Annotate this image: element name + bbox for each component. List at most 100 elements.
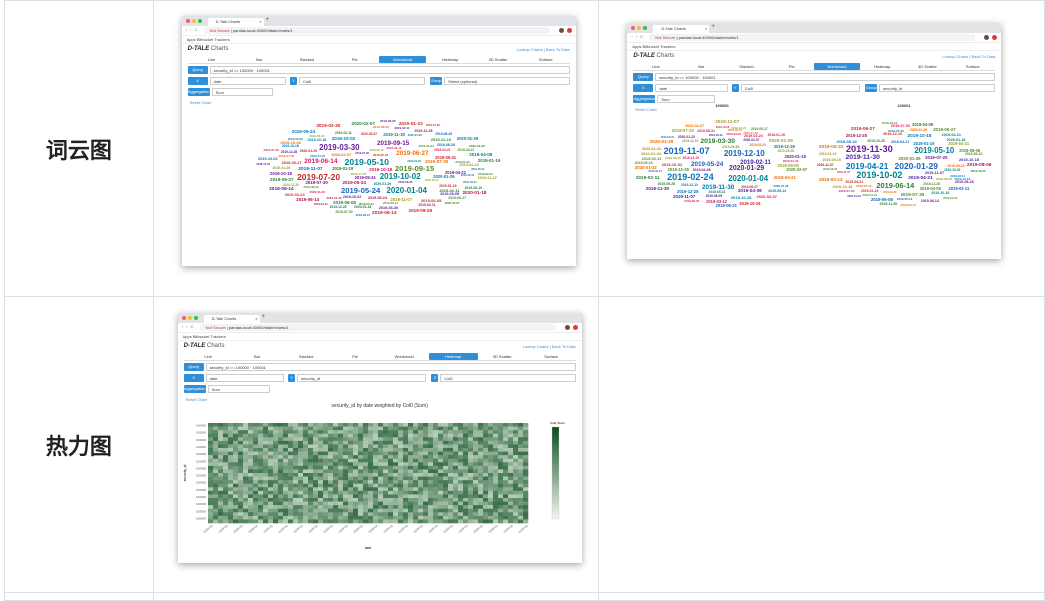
heatmap-cell: [267, 437, 273, 442]
heatmap-cell: [367, 483, 373, 488]
heatmap-cell: [342, 494, 348, 499]
bookmarks-bar[interactable]: Apps Bitbucket Trackers: [177, 333, 582, 341]
heatmap-cell: [297, 430, 303, 435]
x-select[interactable]: date: [655, 84, 728, 92]
header-links[interactable]: Lookup Charts | Back To Data: [942, 54, 996, 59]
chart-tab-3d-scatter[interactable]: 3D Scatter: [917, 64, 937, 69]
chart-tab-3d-scatter[interactable]: 3D Scatter: [488, 57, 508, 62]
chart-tab-stacked[interactable]: Stacked: [299, 57, 315, 62]
chart-tab-bar[interactable]: Bar: [256, 57, 263, 62]
reset-chart-link[interactable]: Reset Chart: [635, 107, 657, 112]
heatmap-cell: [212, 483, 218, 488]
profile-avatar[interactable]: [984, 35, 990, 40]
heatmap-cell: [262, 430, 268, 435]
header-links[interactable]: Lookup Charts | Back To Data: [516, 47, 570, 52]
aggregation-select[interactable]: Sum: [657, 95, 716, 103]
close-icon[interactable]: ×: [255, 316, 258, 321]
y-select[interactable]: security_id: [297, 374, 427, 382]
query-input[interactable]: security_id == 100000 · 100001: [205, 363, 576, 371]
heatmap-cell: [337, 465, 343, 470]
bookmarks-bar[interactable]: Apps Bitbucket Trackers: [181, 36, 576, 44]
profile-avatar[interactable]: [558, 28, 564, 33]
heatmap-cell: [252, 426, 258, 431]
header-links[interactable]: Lookup Charts | Back To Data: [522, 344, 576, 349]
chart-tab-surface[interactable]: Surface: [538, 57, 553, 62]
heatmap-cell: [407, 437, 413, 442]
heatmap-cell: [447, 490, 453, 495]
chart-tab-bar[interactable]: Bar: [698, 64, 705, 69]
nav-buttons[interactable]: ‹ › C: [185, 27, 199, 32]
chart-tab-pie[interactable]: Pie: [351, 57, 358, 62]
heatmap-cell: [387, 458, 393, 463]
chart-tab-pie[interactable]: Pie: [788, 64, 795, 69]
chart-tab-wordcloud[interactable]: Wordcloud: [814, 63, 860, 70]
heatmap-cell: [452, 465, 458, 470]
new-tab-icon[interactable]: +: [711, 24, 715, 30]
browser-tab[interactable]: D-Tale Charts ×: [653, 25, 710, 33]
heatmap-cell: [212, 462, 218, 467]
chart-tab-line[interactable]: Line: [207, 57, 216, 62]
heatmap-cell: [332, 465, 338, 470]
window-zoom-dot[interactable]: [643, 26, 648, 30]
window-close-dot[interactable]: [181, 316, 186, 320]
third-select[interactable]: Select (optional): [444, 77, 570, 85]
chart-tab-surface[interactable]: Surface: [965, 64, 980, 69]
new-tab-icon[interactable]: +: [265, 17, 270, 23]
heatmap-x-tick: 2019-01: [217, 523, 228, 533]
url-input[interactable]: Not Secure | pandas.local:40000/dtale/ch…: [203, 27, 550, 34]
chart-tab-line[interactable]: Line: [204, 354, 212, 359]
query-input[interactable]: security_id == 100000 · 100001: [209, 66, 570, 74]
third-select[interactable]: Col0: [440, 374, 576, 382]
chart-tab-pie[interactable]: Pie: [352, 354, 359, 359]
aggregation-select[interactable]: Sum: [211, 88, 273, 96]
window-close-dot[interactable]: [185, 19, 190, 23]
word: 2019-05-31: [715, 203, 737, 209]
y-select[interactable]: Col0: [740, 84, 861, 92]
window-zoom-dot[interactable]: [197, 19, 202, 23]
heatmap-cell: [322, 505, 328, 510]
close-icon[interactable]: ×: [259, 19, 262, 24]
reset-chart-link[interactable]: Reset Chart: [185, 397, 207, 402]
chart-tab-heatmap[interactable]: Heatmap: [442, 57, 459, 62]
window-zoom-dot[interactable]: [193, 316, 198, 320]
heatmap-cell: [337, 426, 343, 431]
nav-buttons[interactable]: ‹ › C: [631, 34, 645, 39]
browser-tab[interactable]: D-Tale Charts ×: [203, 315, 260, 323]
bookmarks-bar[interactable]: Apps Bitbucket Trackers: [627, 43, 1002, 51]
heatmap-cell: [507, 430, 513, 435]
url-input[interactable]: Not Secure | pandas.local:40000/dtale/ch…: [199, 324, 556, 331]
heatmap-cell: [247, 437, 253, 442]
profile-avatar[interactable]: [564, 325, 570, 330]
extension-icon[interactable]: [572, 325, 578, 330]
close-icon[interactable]: ×: [704, 26, 708, 31]
reset-chart-link[interactable]: Reset Chart: [189, 100, 211, 105]
window-minimize-dot[interactable]: [187, 316, 192, 320]
chart-tab-wordcloud[interactable]: Wordcloud: [378, 56, 427, 63]
chart-tab-stacked[interactable]: Stacked: [298, 354, 314, 359]
window-minimize-dot[interactable]: [637, 26, 642, 30]
chart-tab-wordcloud[interactable]: Wordcloud: [394, 354, 414, 359]
window-minimize-dot[interactable]: [191, 19, 196, 23]
browser-tab[interactable]: D-Tale Charts ×: [207, 18, 264, 26]
x-select[interactable]: date: [209, 77, 287, 85]
extension-icon[interactable]: [992, 35, 998, 40]
chart-tab-stacked[interactable]: Stacked: [739, 64, 754, 69]
chart-tab-surface[interactable]: Surface: [544, 354, 559, 359]
heatmap-cell: [287, 423, 293, 427]
third-select[interactable]: security_id: [879, 84, 996, 92]
query-input[interactable]: security_id == 100000 · 100001: [655, 73, 996, 81]
chart-tab-bar[interactable]: Bar: [254, 354, 261, 359]
x-select[interactable]: date: [205, 374, 285, 382]
chart-tab-heatmap[interactable]: Heatmap: [874, 64, 891, 69]
new-tab-icon[interactable]: +: [261, 314, 266, 320]
chart-tab-heatmap[interactable]: Heatmap: [428, 353, 478, 360]
nav-buttons[interactable]: ‹ › C: [181, 324, 195, 329]
window-close-dot[interactable]: [631, 26, 636, 30]
aggregation-select[interactable]: Sum: [207, 385, 271, 393]
url-input[interactable]: Not Secure | pandas.local:40000/dtale/ch…: [649, 34, 976, 41]
heatmap-cell: [497, 498, 503, 502]
extension-icon[interactable]: [566, 28, 572, 33]
chart-tab-line[interactable]: Line: [652, 64, 660, 69]
chart-tab-3d-scatter[interactable]: 3D Scatter: [492, 354, 512, 359]
y-select[interactable]: Col0: [299, 77, 426, 85]
